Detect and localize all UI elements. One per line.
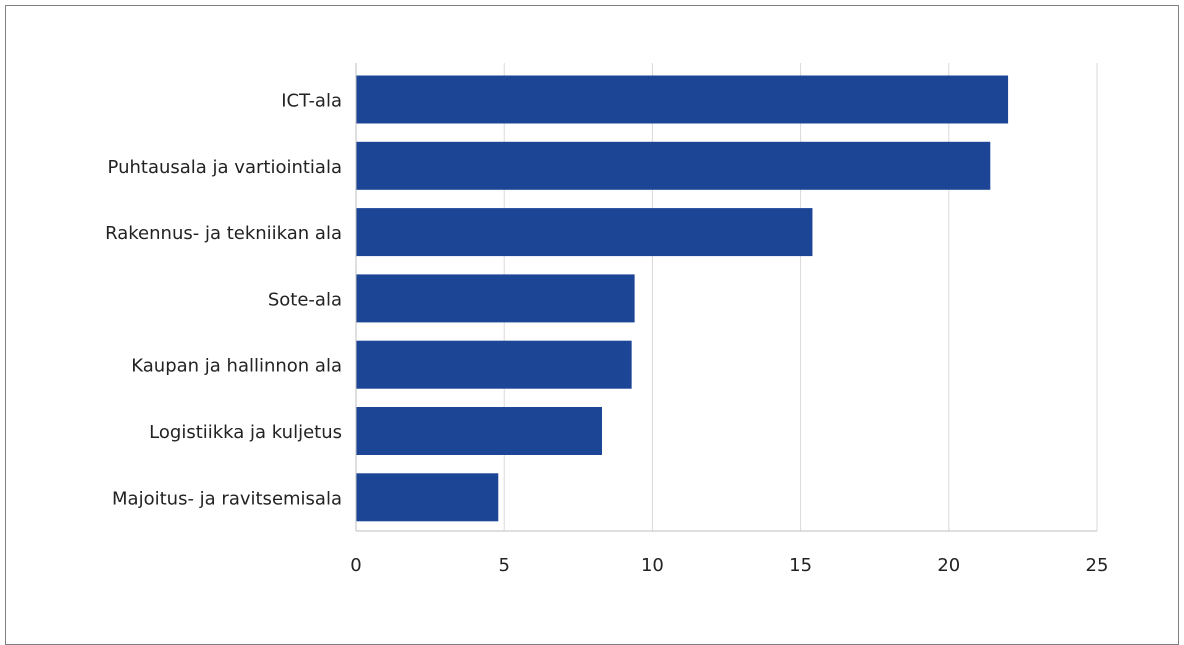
bar-4 [356, 274, 635, 323]
category-label-7: Majoitus- ja ravitsemisala [112, 488, 342, 509]
category-labels: ICT-ala Puhtausala ja vartiointiala Rakenn… [105, 91, 342, 510]
category-label-5: Kaupan ja hallinnon ala [131, 356, 342, 377]
category-label-4: Sote-ala [268, 289, 342, 310]
x-tick-label-10: 10 [641, 555, 664, 576]
x-tick-label-5: 5 [498, 555, 509, 576]
bar-7 [356, 473, 499, 522]
category-label-2: Puhtausala ja vartiointiala [108, 157, 342, 178]
x-tick-label-20: 20 [937, 555, 960, 576]
category-label-1: ICT-ala [281, 91, 342, 112]
bar-chart: 0 5 10 15 20 25 ICT-ala Puhtausala ja vartioin… [105, 63, 1108, 576]
bar-5 [356, 340, 632, 389]
chart-frame: 0 5 10 15 20 25 ICT-ala Puhtausala ja vartioin… [5, 5, 1179, 645]
category-label-6: Logistiikka ja kuljetus [149, 422, 342, 443]
bar-3 [356, 208, 813, 257]
bar-1 [356, 75, 1009, 124]
bar-6 [356, 407, 603, 455]
x-axis: 0 5 10 15 20 25 [350, 63, 1108, 576]
bars [356, 75, 1009, 522]
bar-2 [356, 141, 991, 190]
x-tick-label-15: 15 [789, 555, 812, 576]
category-label-3: Rakennus- ja tekniikan ala [105, 223, 342, 244]
x-tick-label-0: 0 [350, 555, 361, 576]
x-tick-label-25: 25 [1086, 555, 1109, 576]
